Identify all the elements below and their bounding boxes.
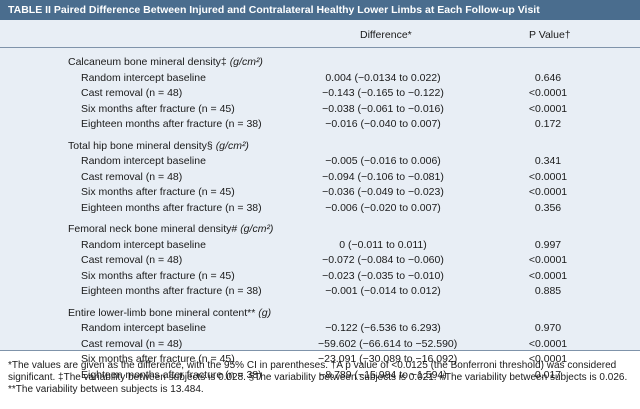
table-row: Cast removal (n = 48) −0.072 (−0.084 to −… [0,253,640,269]
section-title: Total hip bone mineral density§ (g/cm²) [0,139,640,155]
table-row: Six months after fracture (n = 45) −0.036… [0,185,640,201]
table-body: Calcaneum bone mineral density‡ (g/cm²) R… [0,55,640,389]
table-section: Femoral neck bone mineral density# (g/cm… [0,222,640,300]
row-label: Cast removal (n = 48) [81,170,183,183]
section-title: Entire lower-limb bone mineral content**… [0,306,640,322]
section-title: Calcaneum bone mineral density‡ (g/cm²) [0,55,640,71]
row-pvalue: <0.0001 [528,170,568,183]
table-section: Entire lower-limb bone mineral content**… [0,306,640,384]
table-section: Total hip bone mineral density§ (g/cm²) R… [0,139,640,217]
row-pvalue: 0.970 [534,322,562,334]
section-title-text: Calcaneum bone mineral density‡ [68,56,227,68]
row-difference: −0.006 (−0.020 to 0.007) [325,201,441,214]
row-label: Random intercept baseline [81,238,206,251]
table-title: TABLE II Paired Difference Between Injur… [0,0,640,20]
row-pvalue: 0.356 [534,201,562,214]
row-label: Six months after fracture (n = 45) [81,269,235,282]
section-unit: (g/cm²) [240,223,274,235]
row-difference: −0.016 (−0.040 to 0.007) [325,118,441,130]
table-section: Calcaneum bone mineral density‡ (g/cm²) R… [0,55,640,133]
table-row: Cast removal (n = 48) −0.143 (−0.165 to −… [0,86,640,102]
row-label: Cast removal (n = 48) [81,337,183,350]
row-difference: −0.072 (−0.084 to −0.060) [322,254,444,266]
section-title-text: Femoral neck bone mineral density# [68,223,238,235]
row-difference: −0.036 (−0.049 to −0.023) [322,186,444,198]
row-difference: −0.143 (−0.165 to −0.122) [322,87,444,99]
row-pvalue: <0.0001 [528,186,568,198]
row-label: Eighteen months after fracture (n = 38) [81,368,262,381]
row-label: Eighteen months after fracture (n = 38) [81,118,262,130]
footnote-text: *The values are given as the difference,… [8,360,628,395]
row-pvalue: 0.646 [534,71,562,84]
row-difference: −23.091 (−30.089 to −16.092) [318,353,458,365]
table-row: Eighteen months after fracture (n = 38) −… [0,368,640,384]
column-header-pvalue: P Value† [529,29,571,41]
row-difference: 0.004 (−0.0134 to 0.022) [325,71,441,84]
table-bottom-rule [0,350,640,351]
row-pvalue: 0.172 [534,118,562,130]
row-difference: −0.094 (−0.106 to −0.081) [322,170,444,183]
row-pvalue: 0.997 [534,238,562,251]
table-row: Random intercept baseline −0.005 (−0.016 … [0,154,640,170]
section-unit: (g/cm²) [229,56,263,68]
row-label: Six months after fracture (n = 45) [81,186,235,198]
table-row: Random intercept baseline 0.004 (−0.0134 … [0,71,640,87]
section-title: Femoral neck bone mineral density# (g/cm… [0,222,640,238]
row-difference: −0.001 (−0.014 to 0.012) [325,285,441,297]
column-header-difference: Difference* [360,29,412,41]
row-pvalue: 0.885 [534,285,562,297]
section-unit: (g/cm²) [215,139,249,152]
row-label: Random intercept baseline [81,71,206,84]
table-row: Eighteen months after fracture (n = 38) −… [0,284,640,300]
row-label: Random intercept baseline [81,155,206,167]
row-difference: 0 (−0.011 to 0.011) [339,238,427,251]
row-difference: −0.122 (−6.536 to 6.293) [325,322,441,334]
row-pvalue: 0.017 [534,368,562,381]
section-title-text: Total hip bone mineral density§ [68,139,213,152]
table-row: Six months after fracture (n = 45) −0.023… [0,269,640,285]
table-row: Eighteen months after fracture (n = 38) −… [0,117,640,133]
row-difference: −0.023 (−0.035 to −0.010) [322,269,444,282]
table-row: Cast removal (n = 48) −59.602 (−66.614 to… [0,337,640,353]
table-footnote: *The values are given as the difference,… [8,360,632,396]
table-row: Random intercept baseline −0.122 (−6.536 … [0,321,640,337]
row-difference: −0.038 (−0.061 to −0.016) [322,102,444,115]
row-label: Eighteen months after fracture (n = 38) [81,201,262,214]
data-table: Difference* P Value† Calcaneum bone mine… [0,20,640,381]
row-pvalue: 0.341 [534,155,562,167]
table-row: Random intercept baseline 0 (−0.011 to 0.… [0,238,640,254]
row-label: Random intercept baseline [81,322,206,334]
row-label: Six months after fracture (n = 45) [81,102,235,115]
row-pvalue: <0.0001 [528,337,568,350]
row-label: Cast removal (n = 48) [81,254,183,266]
row-pvalue: <0.0001 [528,87,568,99]
section-unit: (g) [258,306,272,319]
row-label: Six months after fracture (n = 45) [81,353,235,365]
row-label: Eighteen months after fracture (n = 38) [81,285,262,297]
row-pvalue: <0.0001 [528,254,568,266]
row-difference: −59.602 (−66.614 to −52.590) [318,337,458,350]
table-row: Cast removal (n = 48) −0.094 (−0.106 to −… [0,170,640,186]
row-label: Cast removal (n = 48) [81,87,183,99]
section-title-text: Entire lower-limb bone mineral content** [68,306,256,319]
table-row: Six months after fracture (n = 45) −0.038… [0,102,640,118]
row-pvalue: <0.0001 [528,102,568,115]
header-rule [0,47,640,48]
row-pvalue: <0.0001 [528,353,568,365]
table-row: Six months after fracture (n = 45) −23.09… [0,352,640,368]
row-pvalue: <0.0001 [528,269,568,282]
table-row: Eighteen months after fracture (n = 38) −… [0,201,640,217]
row-difference: −0.005 (−0.016 to 0.006) [325,155,441,167]
row-difference: −8.789 (−15.984 to −1.594) [319,368,447,381]
